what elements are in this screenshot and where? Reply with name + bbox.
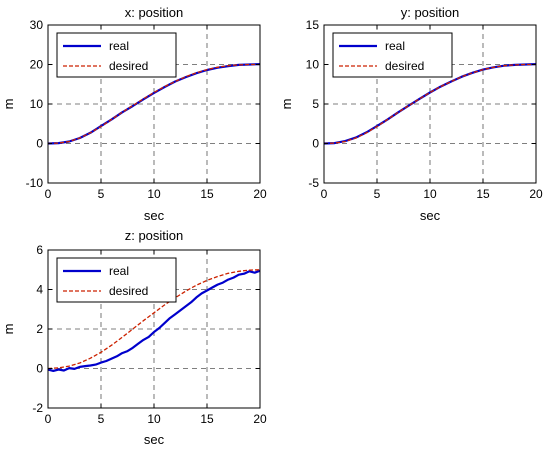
legend-label-desired: desired [109,59,148,73]
y-axis-label: m [1,99,16,110]
legend-box [332,32,453,78]
chart-x-position: x: position sec m 0 5 10 15 20-100102030real… [1,5,267,223]
y-tick-label: 6 [36,243,43,257]
legend: real desired [56,257,177,303]
legend-label-real: real [109,264,129,278]
y-tick-label: 10 [30,97,44,111]
x-tick-label: 15 [476,187,490,201]
series-line-real [47,269,261,372]
y-tick-label: 20 [30,58,44,72]
legend-label-desired: desired [109,284,148,298]
legend: real desired [332,32,453,78]
chart-title: x: position [125,5,184,20]
x-tick-label: 10 [423,187,437,201]
series-line-desired [47,63,260,145]
y-tick-label: 2 [36,322,43,336]
x-tick-label: 20 [253,412,267,426]
x-axis-label: sec [144,208,165,223]
x-tick-label: 5 [374,187,381,201]
y-tick-label: 0 [312,137,319,151]
y-tick-label: 5 [312,97,319,111]
y-tick-label: -5 [308,176,319,190]
x-tick-label: 15 [200,187,214,201]
y-tick-label: 0 [36,137,43,151]
x-tick-label: 10 [147,412,161,426]
x-tick-label: 10 [147,187,161,201]
y-tick-label: -10 [26,176,44,190]
x-axis-label: sec [144,432,165,447]
legend: real desired [56,32,177,78]
y-tick-label: 10 [306,58,320,72]
legend-box [56,32,177,78]
series-line-desired [323,63,536,145]
chart-z-position: z: position sec m 0 5 10 15 20-20246realdesi… [1,228,267,447]
x-tick-label: 20 [253,187,267,201]
x-tick-label: 0 [45,187,52,201]
chart-title: z: position [125,228,184,243]
y-axis-label: m [279,99,294,110]
chart-title: y: position [401,5,460,20]
legend-label-real: real [109,39,129,53]
y-tick-label: 0 [36,362,43,376]
x-tick-label: 0 [45,412,52,426]
x-tick-label: 20 [529,187,543,201]
x-axis-label: sec [420,208,441,223]
legend-label-real: real [385,39,405,53]
y-axis-label: m [1,324,16,335]
x-tick-label: 5 [98,412,105,426]
x-tick-label: 5 [98,187,105,201]
x-tick-label: 15 [200,412,214,426]
legend-label-desired: desired [385,59,424,73]
y-tick-label: 4 [36,283,43,297]
y-tick-label: 30 [30,18,44,32]
y-tick-label: -2 [32,401,43,415]
y-tick-label: 15 [306,18,320,32]
series-line-desired [47,269,261,370]
chart-y-position: y: position sec m 0 5 10 15 20-5051015realde… [279,5,543,223]
x-tick-label: 0 [321,187,328,201]
legend-box [56,257,177,303]
